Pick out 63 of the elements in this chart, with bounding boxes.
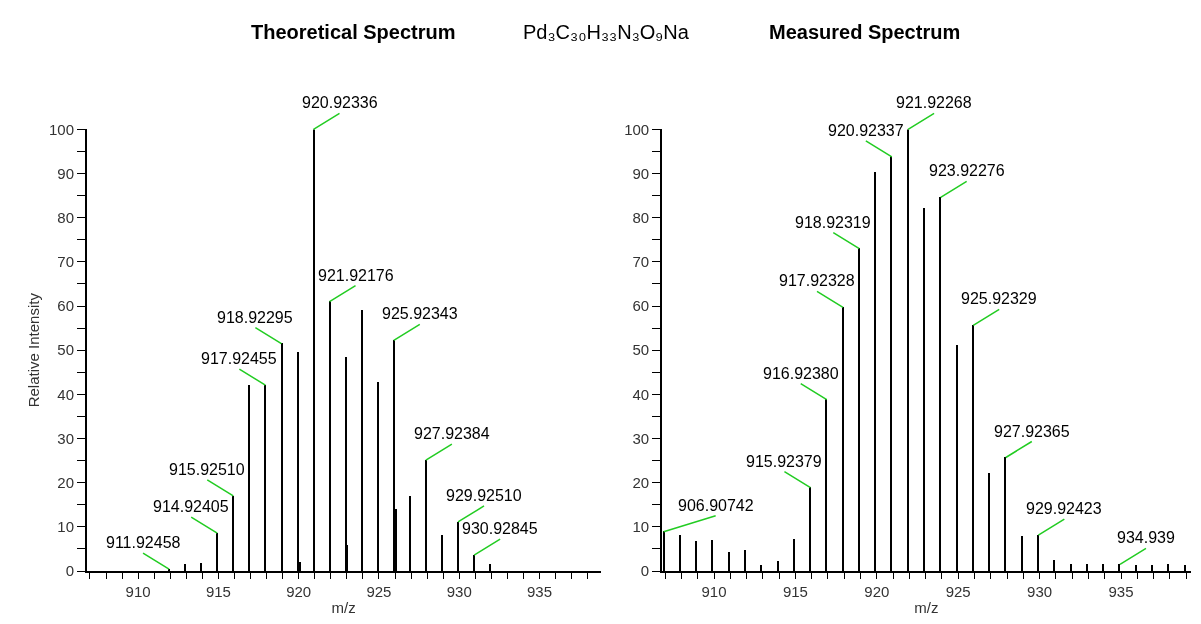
annotation: 918.92295 xyxy=(217,309,293,326)
annotation: 918.92319 xyxy=(795,214,871,231)
annotation: 917.92328 xyxy=(779,272,855,289)
y-tick-label: 100 xyxy=(624,120,650,138)
x-tick-label: 930 xyxy=(446,582,472,600)
annotation: 920.92337 xyxy=(828,122,904,139)
x-tick-label: 925 xyxy=(945,582,971,600)
y-tick-label: 40 xyxy=(632,385,650,403)
x-tick-label: 915 xyxy=(205,582,231,600)
annotation: 927.92384 xyxy=(414,425,490,442)
annotation: 914.92405 xyxy=(153,498,229,515)
annotation: 920.92336 xyxy=(302,94,378,111)
annotation: 915.92379 xyxy=(746,453,822,470)
annotation: 930.92845 xyxy=(462,520,538,537)
annotation: 921.92268 xyxy=(896,94,972,111)
y-tick-label: 10 xyxy=(57,518,75,536)
annotation: 934.939 xyxy=(1117,529,1175,546)
annotation: 906.90742 xyxy=(678,497,754,514)
y-tick-label: 90 xyxy=(632,164,650,182)
x-tick-label: 935 xyxy=(526,582,553,600)
annotation: 929.92510 xyxy=(446,487,522,504)
x-tick-label: 920 xyxy=(864,582,890,600)
y-tick-label: 90 xyxy=(57,164,75,182)
y-tick-label: 80 xyxy=(632,208,650,226)
annotation: 925.92329 xyxy=(961,290,1037,307)
annotation: 927.92365 xyxy=(994,423,1070,440)
x-axis-title: m/z xyxy=(331,599,356,617)
chart-title: Measured Spectrum xyxy=(769,21,961,43)
y-tick-label: 50 xyxy=(57,341,75,359)
y-tick-label: 30 xyxy=(57,429,75,447)
x-tick-label: 920 xyxy=(286,582,312,600)
y-tick-label: 20 xyxy=(57,473,75,491)
x-axis-title: m/z xyxy=(914,599,939,617)
annotation: 916.92380 xyxy=(763,365,839,382)
annotation: 917.92455 xyxy=(201,350,277,367)
y-tick-label: 0 xyxy=(65,562,75,580)
x-tick-label: 910 xyxy=(125,582,151,600)
annotation: 911.92458 xyxy=(106,534,181,551)
chart-title: Theoretical Spectrum xyxy=(251,21,456,43)
annotation: 921.92176 xyxy=(318,267,394,284)
x-tick-label: 925 xyxy=(366,582,392,600)
annotation: 929.92423 xyxy=(1026,500,1102,517)
y-tick-label: 20 xyxy=(632,473,650,491)
annotation: 925.92343 xyxy=(382,305,458,322)
y-tick-label: 0 xyxy=(640,562,650,580)
x-tick-label: 910 xyxy=(701,582,727,600)
y-tick-label: 30 xyxy=(632,429,650,447)
annotation: 915.92510 xyxy=(169,461,245,478)
x-tick-label: 935 xyxy=(1108,582,1134,600)
y-tick-label: 10 xyxy=(632,518,650,536)
y-tick-label: 70 xyxy=(632,253,650,271)
y-tick-label: 60 xyxy=(632,297,650,315)
y-tick-label: 100 xyxy=(48,120,75,138)
y-tick-label: 70 xyxy=(57,253,75,271)
y-tick-label: 60 xyxy=(57,297,75,315)
annotation: 923.92276 xyxy=(929,162,1005,179)
text: Pd₃C₃₀H₃₃N₃O₉Na xyxy=(523,21,690,43)
x-tick-label: 915 xyxy=(782,582,808,600)
y-tick-label: 80 xyxy=(57,208,75,226)
y-axis-title: Relative Intensity xyxy=(24,292,42,408)
y-tick-label: 40 xyxy=(57,385,75,403)
y-tick-label: 50 xyxy=(632,341,650,359)
x-tick-label: 930 xyxy=(1027,582,1053,600)
